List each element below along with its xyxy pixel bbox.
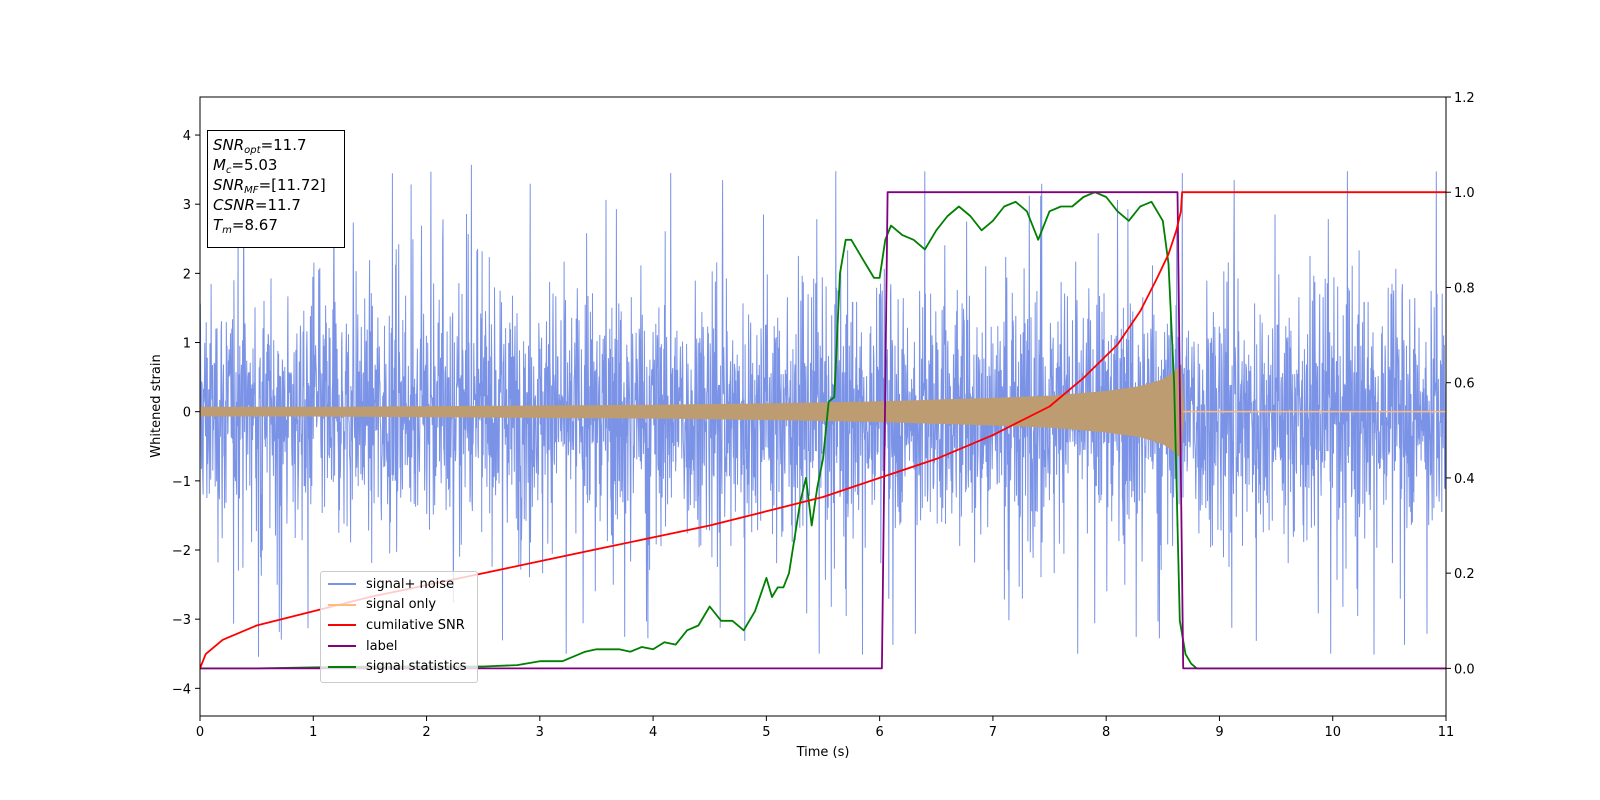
csnr-line: CSNR=11.7 (213, 196, 301, 214)
snr-opt-value: =11.7 (260, 136, 307, 154)
x-tick-label: 3 (536, 725, 544, 740)
legend-swatch-signal-only (328, 603, 356, 606)
series-signal-noise (200, 164, 1446, 657)
y2-tick-label: 0.4 (1454, 472, 1475, 487)
snr-opt-line: SNRopt=11.7 (213, 136, 307, 156)
legend-item-signal-statistics: signal statistics (328, 656, 477, 677)
mc-value: =5.03 (231, 156, 278, 174)
y2-tick-label: 0.2 (1454, 567, 1475, 582)
csnr-value: =11.7 (254, 196, 301, 214)
legend-swatch-label (328, 645, 356, 648)
y-axis-label: Whitened strain (149, 354, 164, 457)
x-tick-label: 11 (1438, 725, 1455, 740)
snr-mf-line: SNRMF=[11.72] (213, 176, 326, 196)
x-tick-label: 5 (762, 725, 770, 740)
x-axis-label: Time (s) (796, 745, 850, 760)
y-tick-label: −1 (172, 475, 191, 490)
y2-tick-label: 0.6 (1454, 377, 1475, 392)
legend-swatch-signal-statistics (328, 665, 356, 668)
legend-item-signal-noise: signal+ noise (328, 574, 477, 595)
label-line (200, 191, 1446, 670)
x-tick-label: 9 (1215, 725, 1223, 740)
plot-frame (199, 96, 1447, 717)
legend-item-signal-only: signal only (328, 595, 477, 616)
signal-statistics-line (200, 191, 1446, 670)
y2-tick-label: 1.2 (1454, 91, 1475, 106)
legend-swatch-cumulative-snr (328, 624, 356, 627)
y-tick-label: 2 (183, 267, 191, 282)
tm-line: Tm=8.67 (213, 216, 278, 236)
y2-tick-label: 0.0 (1454, 662, 1475, 677)
x-tick-label: 2 (422, 725, 430, 740)
y-tick-label: 0 (183, 406, 191, 421)
mc-line: Mc=5.03 (213, 156, 278, 176)
legend: signal+ noise signal only cumilative SNR… (320, 571, 478, 683)
tm-value: =8.67 (231, 216, 278, 234)
legend-swatch-signal-noise (328, 583, 356, 586)
x-tick-label: 8 (1102, 725, 1110, 740)
y-tick-label: 1 (183, 337, 191, 352)
y-tick-label: −2 (172, 544, 191, 559)
snr-mf-value: =[11.72] (258, 176, 326, 194)
y-tick-label: −3 (172, 613, 191, 628)
legend-item-cumulative-snr: cumilative SNR (328, 615, 477, 636)
signal-only-band (200, 364, 1446, 460)
y-tick-label: 3 (183, 198, 191, 213)
x-tick-label: 6 (875, 725, 883, 740)
x-tick-label: 0 (196, 725, 204, 740)
signal-noise-line (200, 164, 1446, 657)
x-tick-label: 7 (989, 725, 997, 740)
y2-tick-label: 0.8 (1454, 281, 1475, 296)
annotation-box: SNRopt=11.7 Mc=5.03 SNRMF=[11.72] CSNR=1… (207, 130, 345, 248)
series-signal-only (200, 364, 1446, 460)
y-tick-label: −4 (172, 682, 191, 697)
y-tick-label: 4 (183, 129, 191, 144)
legend-item-label: label (328, 636, 477, 657)
x-tick-label: 4 (649, 725, 657, 740)
x-tick-label: 10 (1324, 725, 1341, 740)
x-tick-label: 1 (309, 725, 317, 740)
y2-tick-label: 1.0 (1454, 186, 1475, 201)
